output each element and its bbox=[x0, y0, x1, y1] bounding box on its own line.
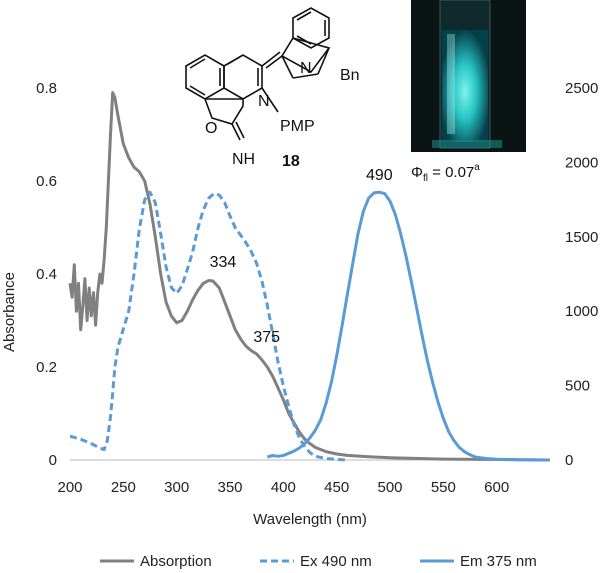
peak-label: 334 bbox=[210, 254, 237, 271]
y-right-tick-label: 500 bbox=[565, 378, 590, 395]
chemical-structure bbox=[185, 7, 331, 141]
y-right-tick-label: 2500 bbox=[565, 80, 598, 97]
y-left-tick-label: 0.4 bbox=[36, 266, 57, 283]
y-right-tick-label: 0 bbox=[565, 452, 573, 469]
legend-label: Absorption bbox=[140, 553, 212, 570]
series-line-2 bbox=[266, 190, 551, 462]
y-axis-title: Absorbance bbox=[1, 272, 18, 352]
x-tick-label: 450 bbox=[324, 479, 349, 496]
aziridine-n-label: N bbox=[300, 60, 312, 77]
y-right-tick-label: 1000 bbox=[565, 303, 598, 320]
x-axis-title: Wavelength (nm) bbox=[253, 511, 367, 528]
x-tick-label: 600 bbox=[484, 479, 509, 496]
fluorescence-photo bbox=[411, 0, 526, 152]
series-layer bbox=[68, 91, 551, 462]
x-tick-label: 400 bbox=[271, 479, 296, 496]
x-tick-label: 350 bbox=[217, 479, 242, 496]
y-left-tick-label: 0.2 bbox=[36, 359, 57, 376]
legend-label: Em 375 nm bbox=[460, 553, 537, 570]
y-left-tick-labels: 0 0.2 0.4 0.6 0.8 bbox=[36, 80, 57, 469]
pmp-label: PMP bbox=[280, 118, 315, 135]
y-right-tick-label: 2000 bbox=[565, 154, 598, 171]
x-tick-label: 250 bbox=[111, 479, 136, 496]
furan-o-label: O bbox=[205, 120, 217, 137]
x-tick-labels: 200 250 300 350 400 450 500 550 600 bbox=[57, 479, 509, 496]
y-left-tick-label: 0.6 bbox=[36, 173, 57, 190]
y-left-tick-label: 0 bbox=[49, 452, 57, 469]
legend-label: Ex 490 nm bbox=[300, 553, 372, 570]
structure-labels: N N Bn O PMP NH 18 bbox=[205, 60, 360, 170]
x-tick-label: 500 bbox=[377, 479, 402, 496]
imine-nh-label: NH bbox=[232, 151, 255, 168]
x-tick-label: 200 bbox=[57, 479, 82, 496]
legend: Absorption Ex 490 nm Em 375 nm bbox=[100, 553, 537, 570]
ring-n-label: N bbox=[258, 93, 270, 110]
quantum-yield-caption: Φfl = 0.07a bbox=[411, 162, 480, 184]
peak-label: 490 bbox=[366, 167, 393, 184]
series-line-0 bbox=[68, 91, 551, 462]
series-line-1 bbox=[69, 190, 348, 462]
x-tick-label: 550 bbox=[431, 479, 456, 496]
y-right-tick-labels: 0 500 1000 1500 2000 2500 bbox=[565, 80, 598, 469]
y-left-tick-label: 0.8 bbox=[36, 80, 57, 97]
y-right-tick-label: 1500 bbox=[565, 229, 598, 246]
bn-label: Bn bbox=[340, 67, 360, 84]
compound-number: 18 bbox=[282, 153, 300, 170]
peak-annotations: 334 375 490 bbox=[210, 167, 393, 346]
peak-label: 375 bbox=[253, 329, 280, 346]
x-tick-label: 300 bbox=[164, 479, 189, 496]
